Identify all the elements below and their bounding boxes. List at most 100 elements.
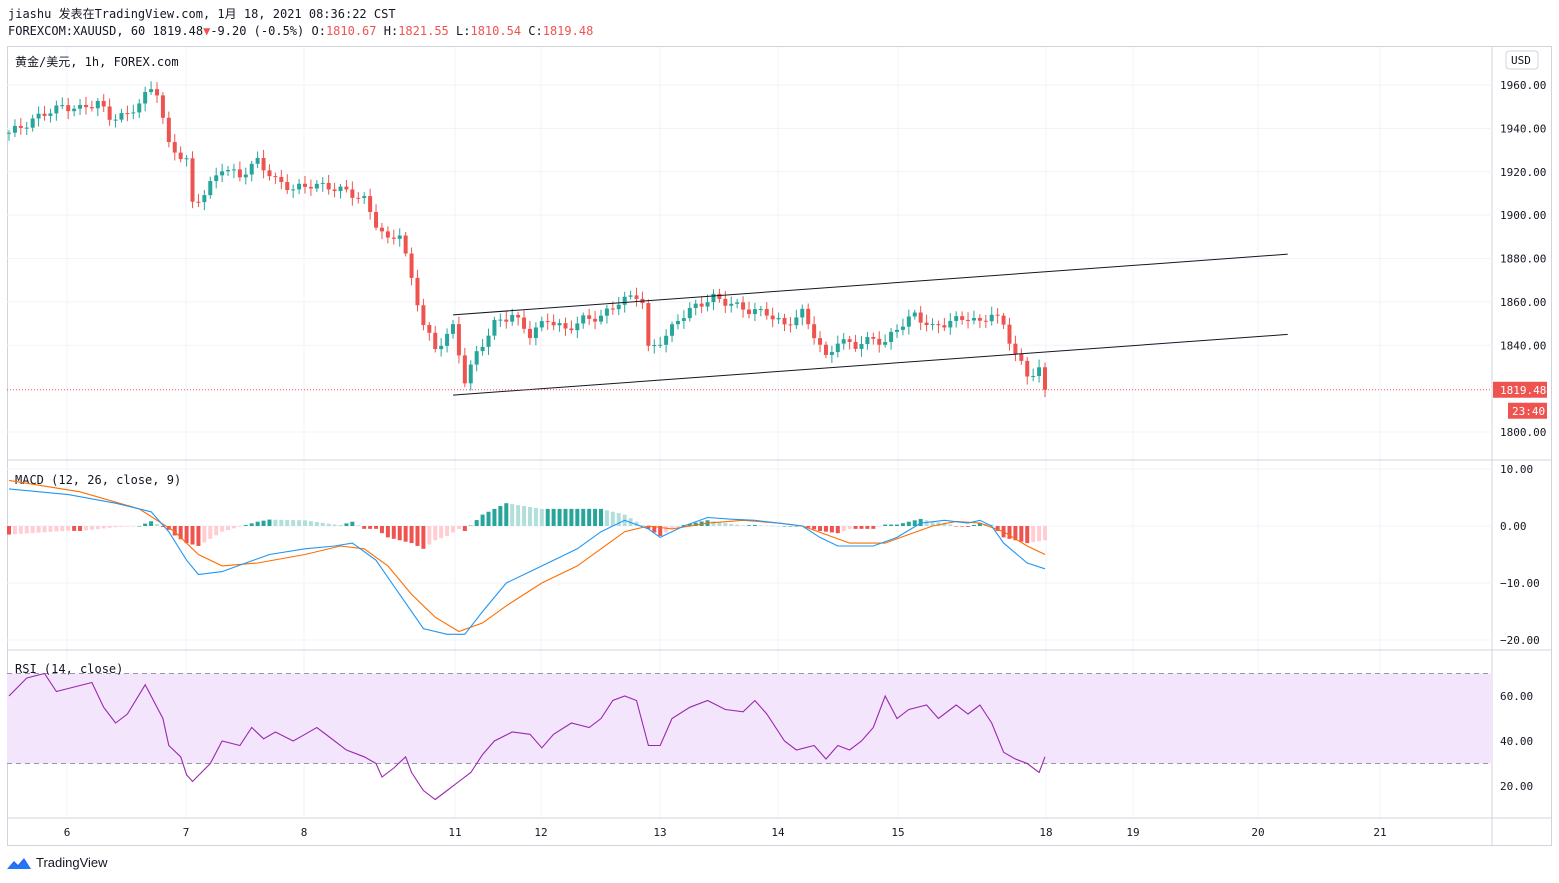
macd-histogram-bar (279, 519, 284, 526)
candle-body (711, 293, 716, 303)
macd-histogram-bar (48, 526, 53, 532)
macd-histogram-bar (823, 526, 828, 532)
candle-body (202, 195, 207, 203)
candle-body (42, 113, 47, 116)
macd-pane-legend: MACD (12, 26, close, 9) (15, 473, 181, 487)
candle-body (95, 100, 100, 109)
macd-axis-tick: −20.00 (1500, 634, 1540, 647)
candle-body (741, 302, 746, 310)
time-axis-tick: 8 (301, 826, 308, 839)
macd-histogram-bar (527, 507, 532, 526)
macd-histogram-bar (178, 526, 183, 540)
macd-histogram-bar (883, 524, 888, 526)
change-value: -9.20 (-0.5%) (210, 24, 305, 38)
candle-body (409, 253, 414, 278)
candle-body (841, 339, 846, 344)
candle-body (1019, 354, 1024, 361)
footer-brand[interactable]: TradingView (6, 855, 108, 870)
candle-body (137, 103, 142, 113)
macd-histogram-bar (12, 526, 17, 535)
candle-body (107, 106, 112, 120)
macd-histogram-bar (877, 526, 882, 527)
candle-body (12, 125, 17, 133)
macd-histogram-bar (214, 526, 219, 536)
rsi-line (8, 672, 1046, 801)
candle-body (924, 322, 929, 326)
macd-histogram-bar (320, 522, 325, 526)
candle-body (285, 182, 290, 191)
candle-body (462, 355, 467, 384)
candle-body (415, 277, 420, 306)
macd-histogram-bar (237, 526, 242, 527)
candle-body (527, 328, 532, 339)
candle-body (575, 323, 580, 331)
candle-body (628, 295, 633, 297)
macd-histogram-bar (368, 526, 373, 529)
candle-body (948, 320, 953, 328)
price-axis-tick: 1920.00 (1500, 166, 1546, 179)
macd-histogram-bar (735, 524, 740, 526)
macd-histogram-bar (818, 526, 823, 531)
macd-histogram-bar (362, 526, 367, 529)
macd-histogram-bar (83, 526, 88, 531)
high-label: H: (383, 24, 399, 38)
candle-body (101, 100, 106, 107)
macd-histogram-bar (78, 526, 83, 531)
candle-body (480, 346, 485, 352)
candle-body (166, 117, 171, 143)
candle-body (818, 338, 823, 345)
candle-body (30, 118, 35, 128)
candle-body (214, 175, 219, 182)
candle-body (699, 303, 704, 307)
macd-histogram-bar (581, 508, 586, 526)
candle-body (439, 345, 444, 350)
symbol-label: FOREXCOM:XAUUSD, 60 (8, 24, 146, 38)
macd-histogram-bar (1043, 526, 1047, 541)
chart-frame[interactable] (7, 46, 1552, 846)
macd-histogram-bar (149, 521, 154, 526)
candle-body (196, 201, 201, 203)
macd-histogram-bar (113, 526, 118, 528)
price-axis-tick: 1800.00 (1500, 426, 1546, 439)
candle-body (658, 344, 663, 346)
macd-histogram-bar (587, 508, 592, 526)
candle-body (871, 337, 876, 339)
macd-histogram-bar (516, 505, 521, 526)
candle-body (451, 324, 455, 334)
macd-histogram-bar (172, 526, 177, 536)
macd-histogram-bar (95, 526, 100, 530)
macd-histogram-bar (829, 526, 834, 533)
macd-histogram-bar (314, 522, 319, 526)
macd-histogram-bar (971, 525, 976, 526)
candle-body (758, 309, 763, 311)
candle-body (190, 158, 195, 202)
candle-body (504, 319, 509, 322)
candle-body (782, 317, 787, 325)
macd-histogram-bar (871, 526, 876, 529)
macd-histogram-bar (131, 526, 136, 527)
macd-histogram-bar (297, 520, 302, 526)
candle-body (829, 352, 834, 355)
candle-body (622, 296, 627, 305)
price-axis-tick: 1960.00 (1500, 79, 1546, 92)
candle-body (226, 170, 231, 172)
macd-histogram-bar (356, 525, 361, 526)
time-axis-tick: 15 (891, 826, 904, 839)
candle-body (445, 333, 450, 346)
candle-body (729, 303, 734, 306)
candle-body (72, 108, 77, 112)
macd-axis-tick: −10.00 (1500, 577, 1540, 590)
macd-histogram-bar (522, 506, 527, 526)
candle-body (960, 316, 965, 320)
macd-histogram-bar (54, 526, 59, 532)
macd-histogram-bar (895, 524, 899, 526)
candle-body (143, 91, 148, 104)
candle-body (693, 303, 698, 308)
macd-histogram-bar (255, 521, 260, 526)
macd-histogram-bar (675, 526, 680, 527)
candle-body (338, 186, 343, 192)
macd-histogram-bar (190, 526, 195, 545)
macd-histogram-bar (243, 525, 248, 526)
macd-histogram-bar (640, 525, 645, 526)
